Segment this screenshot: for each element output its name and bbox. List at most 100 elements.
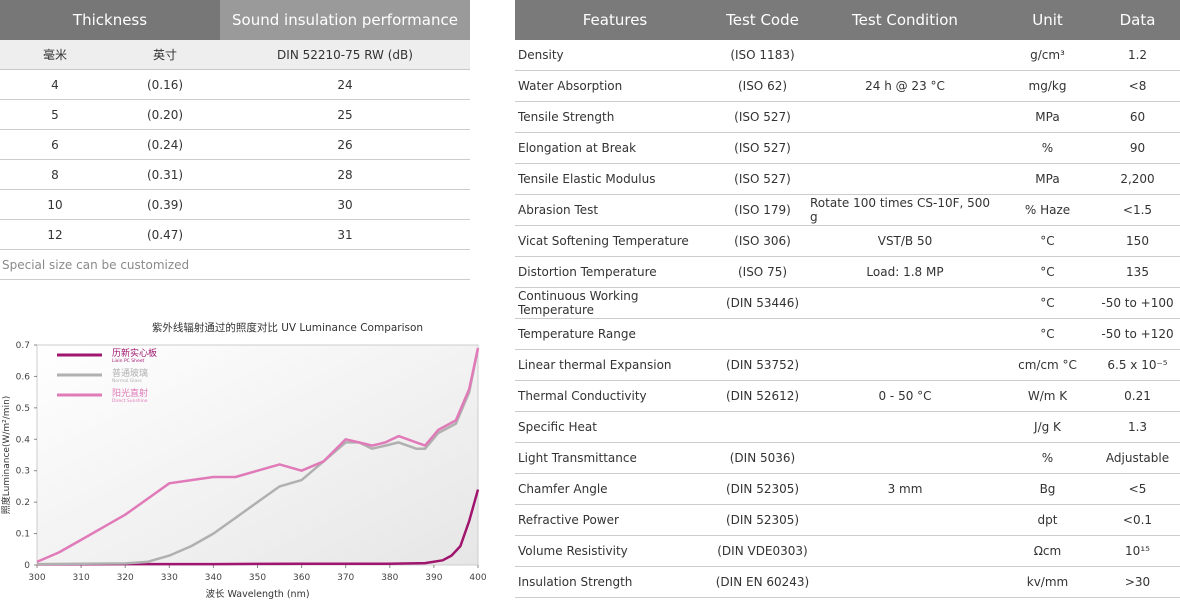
cell-inch: (0.16): [146, 77, 184, 92]
cell-db: 31: [337, 227, 353, 242]
cell-test-code: (ISO 179): [734, 203, 791, 217]
cell-test-code: (ISO 75): [737, 265, 788, 279]
chart-title: 紫外线辐射通过的照度对比 UV Luminance Comparison: [152, 321, 423, 334]
cell-test-condition: [810, 288, 1000, 318]
x-tick-label: 330: [161, 573, 178, 583]
cell-feature: Abrasion Test: [518, 203, 599, 217]
cell-unit: Bg: [1039, 482, 1056, 496]
cell-feature: Thermal Conductivity: [518, 389, 647, 403]
cell-test-condition: [810, 412, 1000, 442]
cell-feature: Tensile Strength: [518, 110, 615, 124]
cell-feature: Linear thermal Expansion: [518, 358, 672, 372]
cell-test-code: (ISO 527): [734, 172, 791, 186]
table-row: 12 (0.47) 31: [0, 220, 470, 250]
thickness-table: Thickness Sound insulation performance 毫…: [0, 0, 470, 280]
x-tick-label: 340: [205, 573, 222, 583]
cell-test-condition: [810, 567, 1000, 597]
legend-label: 阳光直射: [112, 387, 148, 399]
cell-test-condition: 3 mm: [887, 482, 923, 496]
cell-test-code: (DIN 52612): [725, 389, 800, 403]
cell-data: <5: [1128, 482, 1147, 496]
cell-test-code: [715, 412, 810, 442]
cell-inch: (0.39): [146, 197, 184, 212]
table-row: 4 (0.16) 24: [0, 70, 470, 100]
cell-test-condition: VST/B 50: [877, 234, 933, 248]
cell-data: 150: [1126, 234, 1149, 248]
cell-data: -50 to +100: [1101, 296, 1174, 310]
table-row: Distortion Temperature (ISO 75) Load: 1.8 …: [515, 257, 1180, 288]
table-row: 8 (0.31) 28: [0, 160, 470, 190]
subheader-din: DIN 52210-75 RW (dB): [277, 47, 413, 62]
cell-test-code: (ISO 527): [734, 141, 791, 155]
cell-feature: Volume Resistivity: [518, 544, 628, 558]
cell-test-code: (DIN 52305): [725, 513, 800, 527]
uv-luminance-chart: 紫外线辐射通过的照度对比 UV Luminance Comparison 0 0.1…: [0, 315, 490, 600]
cell-unit: °C: [1040, 234, 1055, 248]
cell-unit: MPa: [1035, 172, 1060, 186]
cell-unit: °C: [1040, 296, 1055, 310]
thickness-table-header: Thickness Sound insulation performance: [0, 0, 470, 40]
cell-feature: Vicat Softening Temperature: [518, 234, 689, 248]
cell-db: 30: [337, 197, 353, 212]
table-row: Temperature Range °C -50 to +120: [515, 319, 1180, 350]
cell-unit: dpt: [1037, 513, 1058, 527]
legend-label-en: Normal Glass: [112, 378, 143, 384]
cell-test-condition: Load: 1.8 MP: [866, 265, 944, 279]
cell-test-code: (DIN EN 60243): [715, 575, 810, 589]
legend-label: 普通玻璃: [112, 367, 148, 379]
cell-test-code: (ISO 306): [734, 234, 791, 248]
table-row: Specific Heat J/g K 1.3: [515, 412, 1180, 443]
table-row: Linear thermal Expansion (DIN 53752) cm/cm…: [515, 350, 1180, 381]
table-row: Abrasion Test (ISO 179) Rotate 100 times C…: [515, 195, 1180, 226]
cell-db: 25: [337, 107, 353, 122]
cell-test-condition: [810, 350, 1000, 380]
cell-feature: Refractive Power: [518, 513, 619, 527]
table-row: Volume Resistivity (DIN VDE0303) Ωcm 10¹⁵: [515, 536, 1180, 567]
table-row: Continuous Working Temperature (DIN 53446…: [515, 288, 1180, 319]
cell-data: 1.3: [1127, 420, 1148, 434]
cell-test-code: (DIN 52305): [725, 482, 800, 496]
header-test-condition: Test Condition: [852, 11, 958, 29]
cell-data: 2,200: [1120, 172, 1155, 186]
cell-test-code: (ISO 62): [737, 79, 788, 93]
cell-unit: kv/mm: [1026, 575, 1069, 589]
cell-test-code: (DIN VDE0303): [717, 544, 808, 558]
plot-area: [36, 344, 479, 566]
y-tick-label: 0.4: [16, 435, 31, 445]
cell-test-condition: 0 - 50 °C: [878, 389, 932, 403]
cell-data: -50 to +120: [1101, 327, 1174, 341]
y-tick-label: 0: [24, 561, 30, 571]
cell-feature: Density: [518, 48, 564, 62]
table-row: Chamfer Angle (DIN 52305) 3 mm Bg <5: [515, 474, 1180, 505]
cell-test-code: (DIN 53752): [725, 358, 800, 372]
x-tick-label: 370: [337, 573, 354, 583]
header-features: Features: [582, 11, 648, 29]
table-row: Tensile Elastic Modulus (ISO 527) MPa 2,200: [515, 164, 1180, 195]
y-tick-label: 0.5: [16, 404, 30, 414]
cell-inch: (0.24): [146, 137, 184, 152]
cell-unit: mg/kg: [1028, 79, 1067, 93]
chart-svg: 紫外线辐射通过的照度对比 UV Luminance Comparison 0 0.1…: [0, 321, 487, 600]
cell-inch: (0.20): [146, 107, 184, 122]
cell-feature: Tensile Elastic Modulus: [518, 172, 656, 186]
y-tick-label: 0.2: [16, 498, 30, 508]
y-tick-label: 0.6: [16, 372, 31, 382]
cell-mm: 6: [51, 137, 59, 152]
table-row: Elongation at Break (ISO 527)% 90: [515, 133, 1180, 164]
cell-unit: °C: [1040, 265, 1055, 279]
cell-test-condition: [810, 319, 1000, 349]
header-unit: Unit: [1032, 11, 1063, 29]
cell-mm: 5: [51, 107, 59, 122]
cell-test-condition: [810, 505, 1000, 535]
table-row: Refractive Power (DIN 52305) dpt <0.1: [515, 505, 1180, 536]
thickness-subheader: 毫米 英寸 DIN 52210-75 RW (dB): [0, 40, 470, 70]
cell-test-code: [715, 319, 810, 349]
cell-data: <1.5: [1122, 203, 1153, 217]
cell-unit: Ωcm: [1033, 544, 1062, 558]
cell-test-condition: 24 h @ 23 °C: [865, 79, 945, 93]
subheader-mm: 毫米: [42, 48, 67, 62]
cell-inch: (0.31): [146, 167, 184, 182]
table-row: Tensile Strength (ISO 527) MPa 60: [515, 102, 1180, 133]
cell-data: 10¹⁵: [1125, 544, 1150, 558]
cell-unit: J/g K: [1034, 420, 1061, 434]
